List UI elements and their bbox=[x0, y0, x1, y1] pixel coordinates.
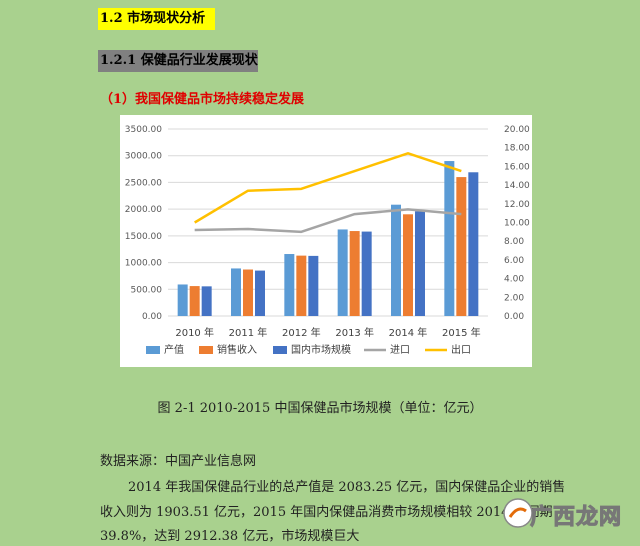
watermark-icon bbox=[503, 498, 533, 528]
y-right-tick-label: 18.00 bbox=[504, 144, 530, 154]
legend-label: 国内市场规模 bbox=[291, 343, 351, 356]
legend-swatch bbox=[146, 346, 160, 354]
y-right-tick-label: 6.00 bbox=[504, 256, 524, 266]
y-right-tick-label: 14.00 bbox=[504, 181, 530, 191]
bar-1 bbox=[337, 229, 348, 316]
legend-swatch bbox=[273, 346, 287, 354]
y-left-tick-label: 0.00 bbox=[142, 312, 162, 322]
bar-1 bbox=[284, 254, 295, 316]
bar-3 bbox=[255, 270, 265, 316]
series-line-1 bbox=[194, 208, 462, 234]
data-source: 数据来源：中国产业信息网 bbox=[100, 454, 257, 469]
body-line-1: 2014 年我国保健品行业的总产值是 2083.25 亿元，国内保健品企业的销售 bbox=[128, 480, 566, 495]
bar-2 bbox=[456, 177, 467, 316]
bar-1 bbox=[444, 161, 455, 316]
bar-2 bbox=[189, 286, 200, 316]
body-line-3: 39.8%，达到 2912.38 亿元，市场规模巨大 bbox=[100, 529, 360, 544]
y-right-tick-label: 8.00 bbox=[504, 237, 524, 247]
bar-3 bbox=[415, 211, 425, 316]
bar-2 bbox=[243, 269, 253, 316]
y-right-tick-label: 10.00 bbox=[504, 219, 530, 229]
y-left-tick-label: 3500.00 bbox=[125, 125, 162, 135]
section-heading-1-2-1: 1.2.1 保健品行业发展现状 bbox=[98, 50, 258, 72]
y-left-tick-label: 3000.00 bbox=[125, 152, 162, 162]
legend-swatch bbox=[199, 346, 213, 354]
body-line-2: 收入则为 1903.51 亿元，2015 年国内保健品消费市场规模相较 2014… bbox=[100, 505, 553, 520]
watermark-text: 广西龙网 bbox=[530, 505, 623, 531]
bar-3 bbox=[361, 231, 372, 316]
bar-2 bbox=[403, 214, 413, 316]
x-tick-label: 2015 年 bbox=[442, 326, 481, 339]
bar-3 bbox=[308, 255, 319, 316]
y-left-tick-label: 500.00 bbox=[131, 285, 163, 295]
legend-label: 出口 bbox=[451, 343, 471, 356]
figure-caption: 图 2-1 2010-2015 中国保健品市场规模（单位：亿元） bbox=[157, 401, 483, 416]
legend-label: 进口 bbox=[390, 344, 410, 356]
bar-1 bbox=[391, 204, 401, 316]
y-left-tick-label: 1000.00 bbox=[125, 259, 162, 269]
watermark-logo: 广西龙网 bbox=[502, 495, 622, 531]
x-tick-label: 2013 年 bbox=[335, 326, 374, 339]
bar-3 bbox=[468, 172, 479, 316]
x-tick-label: 2014 年 bbox=[389, 326, 428, 339]
legend-label: 产值 bbox=[164, 343, 184, 356]
section-heading-1-2: 1.2 市场现状分析 bbox=[98, 8, 215, 30]
chart-svg: 0.00 500.00 1000.00 1500.00 2000.00 2500.00 30… bbox=[125, 125, 530, 356]
y-right-tick-label: 16.00 bbox=[504, 162, 530, 172]
x-tick-label: 2012 年 bbox=[282, 326, 321, 339]
bar-1 bbox=[231, 268, 241, 316]
y-left-tick-label: 2000.00 bbox=[125, 205, 162, 215]
legend-label: 销售收入 bbox=[217, 343, 257, 356]
y-right-tick-label: 0.00 bbox=[504, 312, 524, 322]
subsection-heading: （1）我国保健品市场持续稳定发展 bbox=[100, 92, 305, 107]
y-right-tick-label: 2.00 bbox=[504, 293, 524, 303]
y-left-tick-label: 1500.00 bbox=[125, 232, 162, 242]
bar-2 bbox=[296, 255, 307, 316]
x-tick-label: 2011 年 bbox=[229, 326, 268, 339]
y-right-tick-label: 4.00 bbox=[504, 275, 524, 285]
bar-3 bbox=[201, 286, 212, 316]
x-tick-label: 2010 年 bbox=[175, 326, 214, 339]
y-left-tick-label: 2500.00 bbox=[125, 178, 162, 188]
bar-2 bbox=[349, 231, 360, 316]
market-size-chart: 0.00 500.00 1000.00 1500.00 2000.00 2500.00 30… bbox=[120, 115, 532, 367]
y-right-tick-label: 12.00 bbox=[504, 200, 530, 210]
series-line-2 bbox=[194, 152, 462, 224]
y-right-tick-label: 20.00 bbox=[504, 125, 530, 135]
bar-1 bbox=[177, 284, 188, 316]
